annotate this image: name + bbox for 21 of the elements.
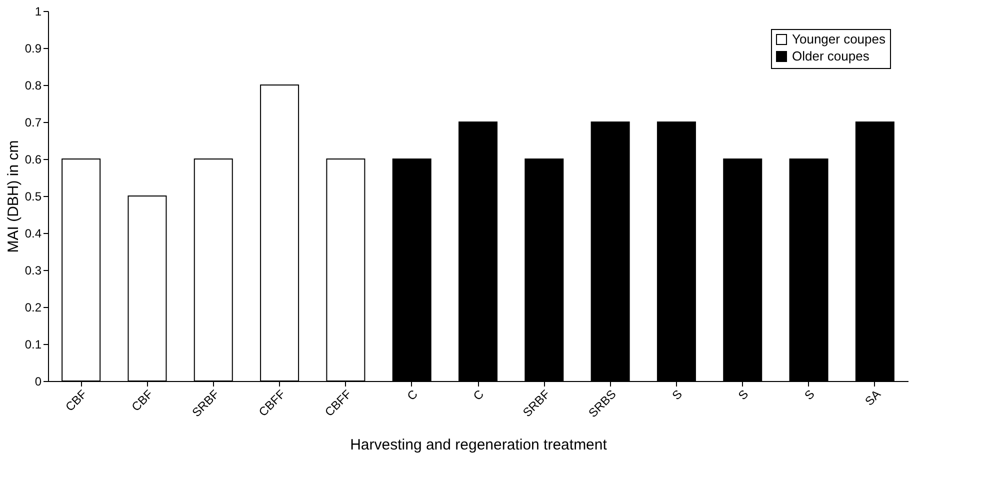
x-tick-label: S <box>802 387 818 403</box>
x-tick-label: S <box>736 387 752 403</box>
y-tick-label: 0.5 <box>24 190 42 204</box>
y-tick-label: 0.8 <box>24 78 42 92</box>
y-tick-label: 0.6 <box>24 152 42 166</box>
legend-label: Younger coupes <box>792 32 886 46</box>
y-tick-label: 0 <box>34 374 42 388</box>
y-tick-label: 0.2 <box>24 300 42 314</box>
y-tick-label: 1 <box>34 4 42 18</box>
x-tick-label: C <box>404 386 421 404</box>
x-tick-label: S <box>669 387 685 403</box>
y-tick-label: 0.7 <box>24 116 42 130</box>
y-tick-label: 0.1 <box>24 338 42 352</box>
x-tick-label: SA <box>862 387 884 408</box>
legend-label: Older coupes <box>792 48 870 64</box>
y-tick-label: 0.4 <box>24 226 42 240</box>
y-tick-label: 0.3 <box>24 264 42 278</box>
y-tick-label: 0.9 <box>24 42 42 56</box>
x-tick-label: C <box>470 386 487 404</box>
y-axis-title: MAI (DBH) in cm <box>4 140 22 253</box>
x-axis-title: Harvesting and regeneration treatment <box>350 436 608 454</box>
